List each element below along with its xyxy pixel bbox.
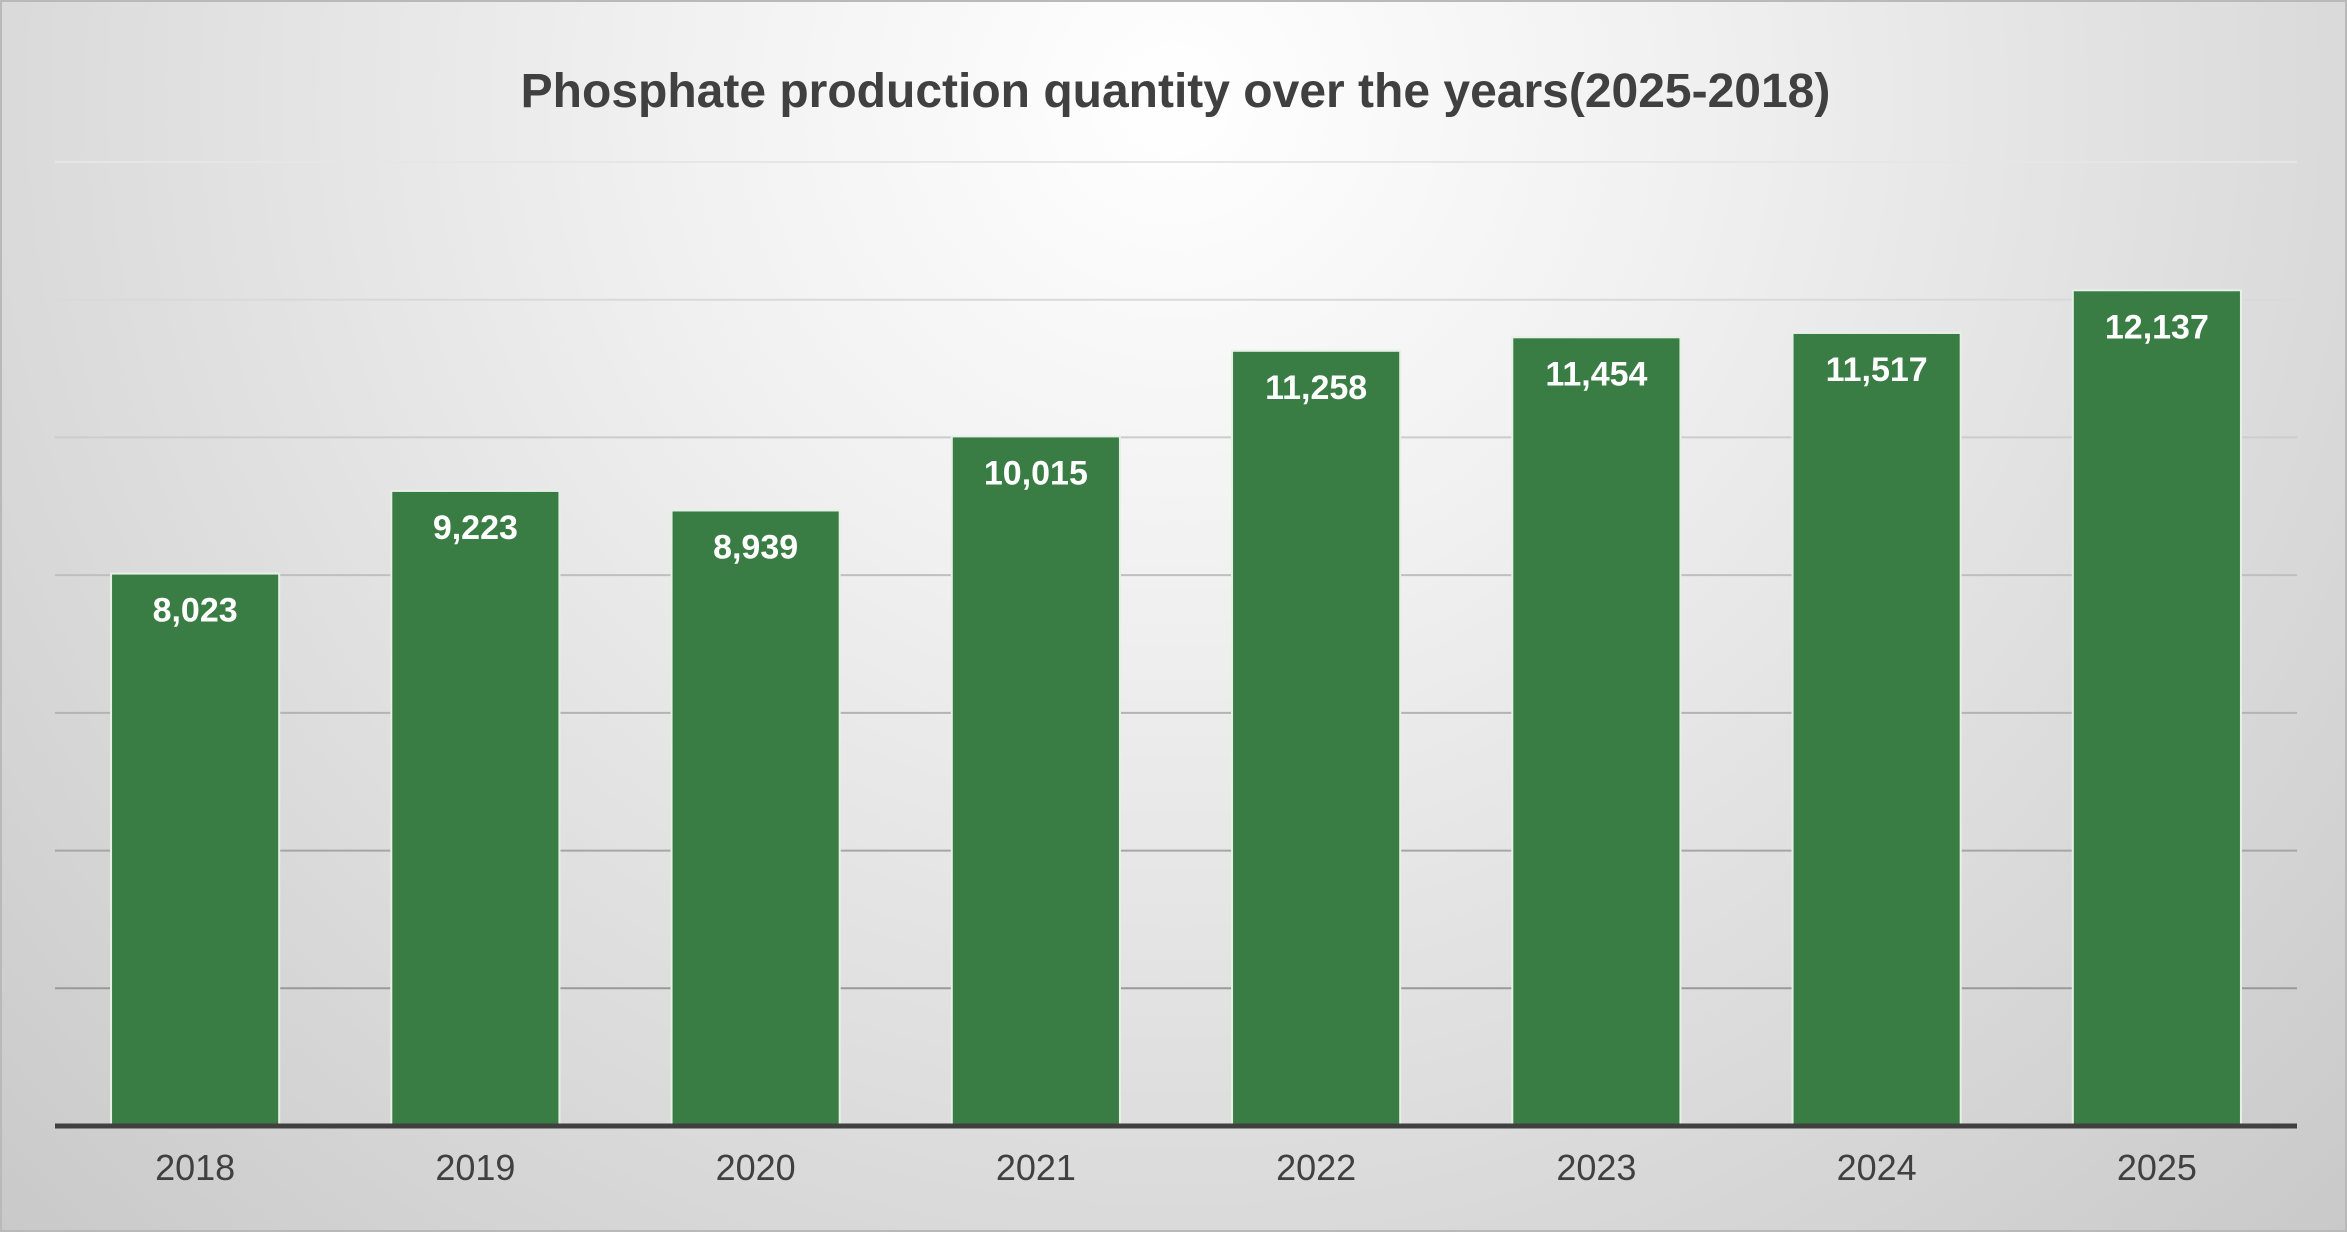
x-tick-label: 2019 <box>435 1147 515 1188</box>
x-tick-label: 2022 <box>1276 1147 1356 1188</box>
chart-title: Phosphate production quantity over the y… <box>520 65 1831 118</box>
data-label-2018: 8,023 <box>153 592 238 630</box>
bar-2023 <box>1511 336 1682 1127</box>
bar-2021 <box>950 435 1121 1128</box>
x-tick-label: 2018 <box>155 1147 235 1188</box>
bar-2019 <box>390 489 561 1128</box>
x-tick-label: 2020 <box>716 1147 796 1188</box>
bar-2025 <box>2071 289 2242 1127</box>
x-tick-label: 2021 <box>996 1147 1076 1188</box>
data-labels: 8,023 9,223 8,939 10,015 11,258 11,454 11,517 1… <box>153 308 2209 629</box>
data-label-2021: 10,015 <box>984 454 1088 492</box>
data-label-2022: 11,258 <box>1265 369 1367 407</box>
bar-2024 <box>1791 331 1962 1127</box>
x-tick-label: 2023 <box>1556 1147 1636 1188</box>
bar-2022 <box>1231 349 1402 1127</box>
data-label-2019: 9,223 <box>433 509 518 547</box>
bar-2020 <box>670 509 841 1127</box>
data-label-2020: 8,939 <box>713 528 798 566</box>
data-label-2024: 11,517 <box>1826 351 1928 389</box>
x-tick-labels: 2018 2019 2020 2021 2022 2023 2024 2025 <box>155 1147 2197 1188</box>
x-tick-label: 2024 <box>1837 1147 1917 1188</box>
data-label-2023: 11,454 <box>1545 355 1647 393</box>
x-tick-label: 2025 <box>2117 1147 2197 1188</box>
data-label-2025: 12,137 <box>2105 308 2209 346</box>
bars <box>110 289 2242 1128</box>
bar-2018 <box>110 572 281 1127</box>
